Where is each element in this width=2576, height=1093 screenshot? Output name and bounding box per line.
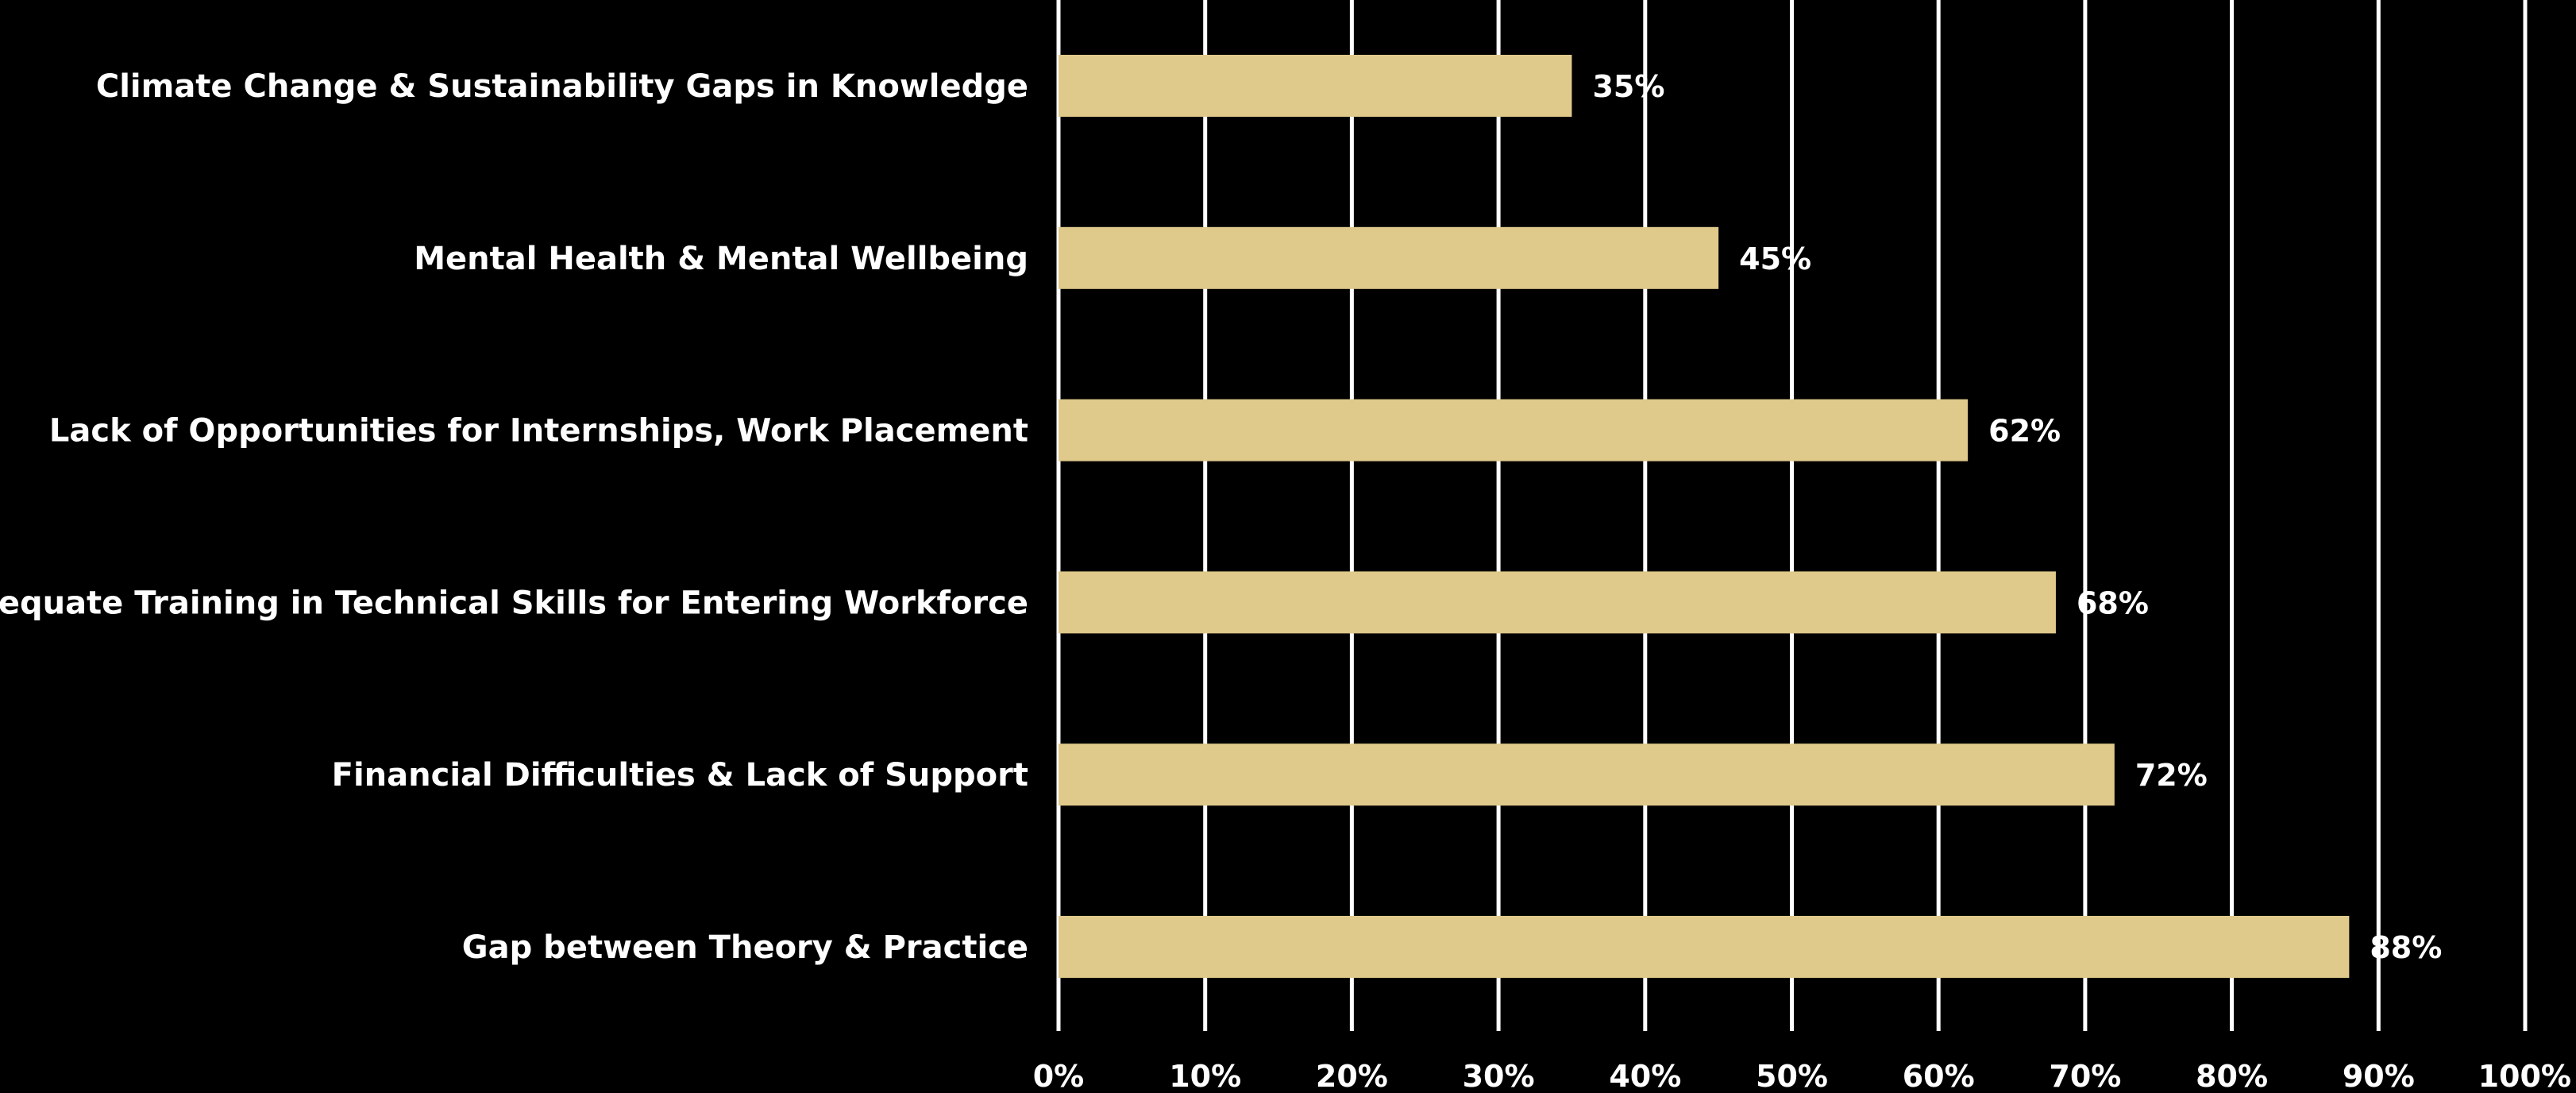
x-tick-label-90: 90% [2343, 1059, 2415, 1093]
x-tick-label-10: 10% [1169, 1059, 1241, 1093]
bars [1059, 55, 2350, 978]
bar-4 [1059, 571, 2056, 634]
value-label-3: 62% [1988, 414, 2061, 449]
x-tick-label-100: 100% [2478, 1059, 2571, 1093]
value-label-4: 68% [2077, 585, 2149, 620]
x-tick-label-80: 80% [2196, 1059, 2268, 1093]
x-tick-label-60: 60% [1903, 1059, 1975, 1093]
value-label-5: 72% [2135, 758, 2208, 793]
x-tick-label-50: 50% [1756, 1059, 1828, 1093]
x-tick-label-30: 30% [1463, 1059, 1535, 1093]
bar-3 [1059, 399, 1969, 462]
category-label-5: Financial Difficulties & Lack of Support [332, 757, 1028, 794]
grid-lines [1056, 0, 2528, 1031]
x-tick-label-70: 70% [2049, 1059, 2121, 1093]
category-labels: Climate Change & Sustainability Gaps in … [0, 68, 1028, 966]
x-tick-label-20: 20% [1316, 1059, 1388, 1093]
value-label-6: 88% [2370, 930, 2442, 965]
value-label-2: 45% [1739, 241, 1811, 276]
bar-6 [1059, 916, 2350, 978]
x-tick-label-40: 40% [1609, 1059, 1681, 1093]
value-label-1: 35% [1592, 69, 1664, 104]
category-label-1: Climate Change & Sustainability Gaps in … [96, 68, 1028, 105]
category-label-4: Inadequate Training in Technical Skills … [0, 585, 1028, 621]
x-tick-label-0: 0% [1033, 1059, 1085, 1093]
category-label-6: Gap between Theory & Practice [462, 929, 1028, 966]
value-labels: 35% 45% 62% 68% 72% 88% [1592, 69, 2442, 965]
bar-5 [1059, 743, 2115, 806]
bar-1 [1059, 55, 1572, 117]
category-label-2: Mental Health & Mental Wellbeing [414, 241, 1028, 277]
category-label-3: Lack of Opportunities for Internships, W… [49, 413, 1028, 450]
x-axis-tick-labels: 0% 10% 20% 30% 40% 50% 60% 70% 80% 90% 100% [1033, 1059, 2571, 1093]
bar-2 [1059, 226, 1719, 289]
